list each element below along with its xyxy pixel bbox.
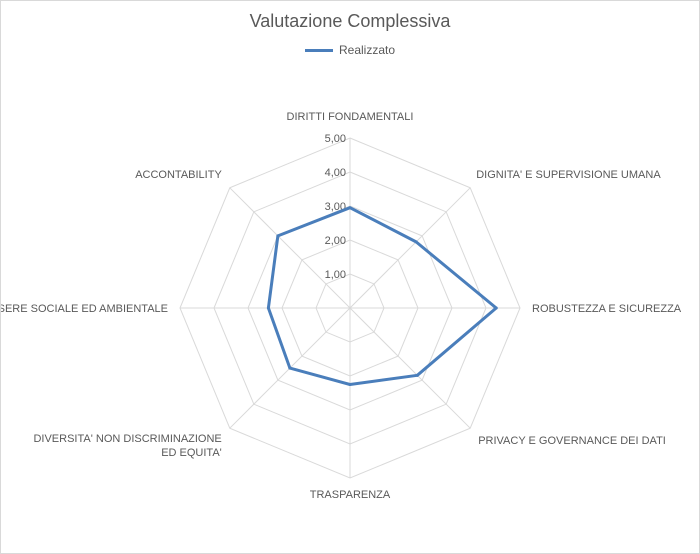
- legend-swatch-realizzato: [304, 48, 333, 52]
- data-point: [288, 366, 292, 370]
- legend-label-realizzato: Realizzato: [338, 43, 396, 57]
- category-label: DIGNITA' E SUPERVISIONE UMANA: [476, 169, 661, 181]
- data-point: [348, 206, 352, 210]
- chart-title: Valutazione Complessiva: [249, 11, 451, 31]
- category-label: ACCONTABILITY: [135, 169, 222, 181]
- category-label: DIVERSITA' NON DISCRIMINAZIONE ED EQUITA': [33, 433, 221, 459]
- data-point: [266, 306, 270, 310]
- category-label: PRIVACY E GOVERNANCE DEI DATI: [478, 435, 666, 447]
- tick-label: 4,00: [325, 167, 346, 179]
- spoke-7: [229, 187, 351, 309]
- tick-label: 2,00: [325, 235, 346, 247]
- data-point: [276, 234, 280, 238]
- chart-legend: Realizzato: [1, 43, 699, 57]
- category-label: BENESSERE SOCIALE ED AMBIENTALE: [1, 303, 168, 315]
- data-point: [348, 383, 352, 386]
- tick-label: 5,00: [325, 133, 346, 145]
- spoke-1: [349, 187, 471, 309]
- data-point: [414, 240, 418, 244]
- tick-label: 1,00: [325, 269, 346, 281]
- spoke-3: [349, 307, 471, 429]
- data-point: [415, 373, 419, 377]
- category-label: ROBUSTEZZA E SICUREZZA: [532, 303, 682, 315]
- series-line-0: [266, 206, 498, 386]
- category-label: DIRITTI FONDAMENTALI: [287, 111, 414, 123]
- data-point: [494, 306, 498, 310]
- category-label: TRASPARENZA: [310, 489, 391, 501]
